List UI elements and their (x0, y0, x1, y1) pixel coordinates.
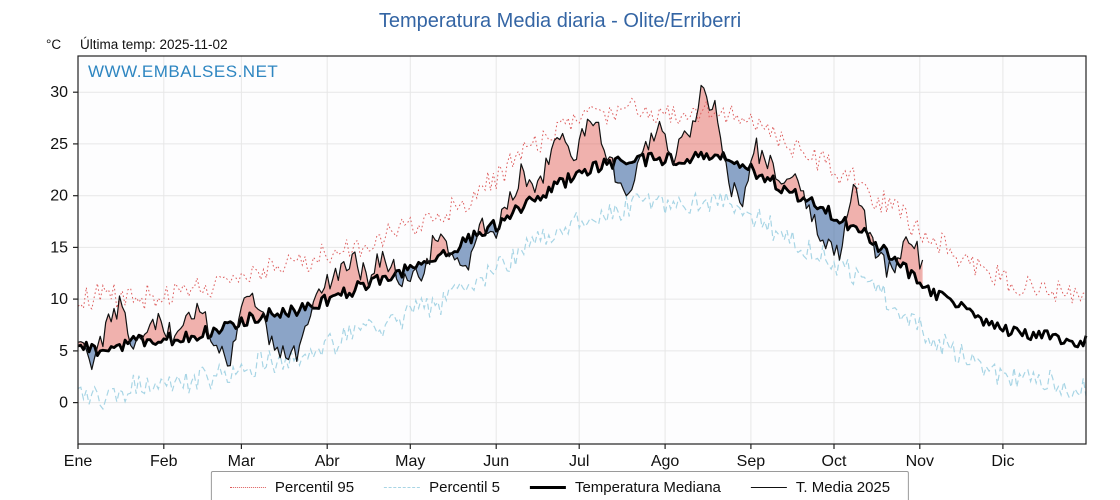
last-temp-label: Última temp: 2025-11-02 (80, 37, 228, 52)
legend-label: Percentil 95 (274, 479, 355, 496)
y-tick-label: 30 (50, 84, 68, 101)
x-tick-label: Sep (737, 453, 766, 470)
x-tick-label: Jun (483, 453, 509, 470)
legend-item-tmedia-2025: T. Media 2025 (750, 479, 891, 496)
plot-border (77, 55, 1087, 445)
y-units-label: °C (46, 37, 62, 52)
x-tick-label: Jul (569, 453, 589, 470)
y-tick-label: 5 (59, 343, 68, 360)
y-tick-label: 20 (50, 188, 68, 205)
y-tick-label: 25 (50, 136, 68, 153)
legend-box: Percentil 95 Percentil 5 Temperatura Med… (210, 471, 910, 500)
chart-title: Temperatura Media diaria - Olite/Erriber… (378, 10, 742, 32)
x-tick-label: Nov (906, 453, 934, 470)
mediana-line-swatch (529, 486, 566, 489)
tmedia-2025-line (77, 84, 924, 371)
x-tick-label: Abr (315, 453, 341, 470)
percentil5-line (77, 191, 1087, 411)
x-tick-label: Ene (64, 453, 93, 470)
legend-label: Temperatura Mediana (574, 479, 721, 496)
percentil95-line (77, 97, 1087, 310)
y-tick-label: 15 (50, 239, 68, 256)
legend-item-percentil-95: Percentil 95 (229, 479, 355, 496)
watermark-text: WWW.EMBALSES.NET (88, 62, 279, 81)
x-tick-label: Oct (822, 453, 847, 470)
legend-item-mediana: Temperatura Mediana (529, 479, 721, 496)
y-tick-label: 0 (59, 395, 68, 412)
x-tick-label: Feb (150, 453, 178, 470)
legend-item-percentil-5: Percentil 5 (384, 479, 500, 496)
x-tick-label: Dic (991, 453, 1014, 470)
mediana-line (77, 150, 1088, 357)
percentil5-line-swatch (384, 487, 421, 488)
legend-label: T. Media 2025 (795, 479, 891, 496)
plot-background (78, 56, 1086, 444)
legend-label: Percentil 5 (429, 479, 500, 496)
y-tick-label: 10 (50, 291, 68, 308)
percentil95-line-swatch (229, 487, 266, 488)
tmedia2025-line-swatch (750, 487, 787, 488)
x-tick-label: Mar (228, 453, 256, 470)
x-tick-label: May (395, 453, 425, 470)
x-tick-label: Ago (651, 453, 680, 470)
